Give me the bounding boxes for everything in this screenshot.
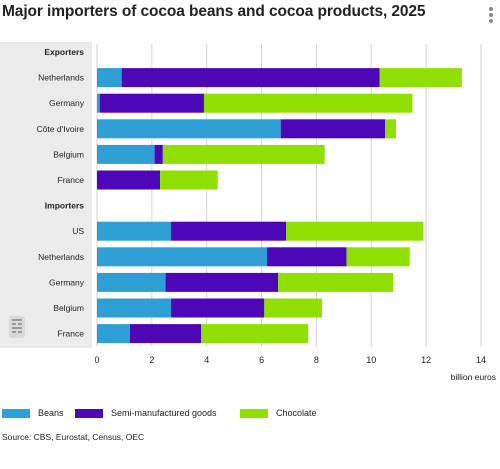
bar-segment [121,68,380,88]
bar-segment [97,298,172,318]
category-label: Germany [49,98,85,108]
category-label: Netherlands [38,252,84,262]
category-label: France [58,329,85,339]
bar-segment [160,170,218,190]
x-axis-label: billion euros [451,372,496,382]
legend-item-beans: Beans [2,406,64,420]
statistics-logo-icon [9,316,25,338]
x-tick-label: 4 [204,355,209,365]
bar-segment [154,144,163,164]
category-label: US [72,226,84,236]
more-vertical-icon [489,7,493,11]
bar-segment [97,119,281,139]
more-vertical-icon-dot [489,13,493,17]
category-labels: Exporters Netherlands Germany Côte d'Ivoire… [37,47,85,339]
more-vertical-icon-dot [489,19,493,23]
x-axis-ticks: 0 2 4 6 8 10 12 14 [94,355,486,365]
legend-label-beans: Beans [38,408,64,418]
bar-segment [171,221,287,241]
legend-item-chocolate: Chocolate [240,406,317,420]
x-tick-label: 10 [366,355,376,365]
x-tick-label: 8 [314,355,319,365]
legend-label-semi-manufactured: Semi-manufactured goods [111,408,217,418]
bar-segment [97,324,130,344]
more-options-button[interactable] [484,5,498,23]
bar-segment [99,93,204,113]
category-label: Germany [49,277,85,287]
category-label: France [58,175,85,185]
bar-segment [97,93,100,113]
bar-segment [129,324,202,344]
bar-segment [286,221,424,241]
category-label: Belgium [53,303,84,313]
category-label: Belgium [53,149,84,159]
x-tick-label: 0 [94,355,99,365]
legend-label-chocolate: Chocolate [276,408,317,418]
bar-segment [203,93,413,113]
bar-segment [97,247,268,267]
label-panel [0,42,92,348]
bar-segment [97,144,155,164]
bars [97,68,462,344]
group-header: Importers [45,201,84,211]
category-label: Netherlands [38,73,84,83]
legend-item-semi-manufactured: Semi-manufactured goods [75,406,217,420]
bar-chart: Exporters Netherlands Germany Côte d'Ivoire… [0,42,496,382]
legend-swatch-semi-manufactured [75,408,103,418]
bar-segment [267,247,347,267]
bar-segment [385,119,396,139]
bar-segment [97,221,172,241]
category-label: Côte d'Ivoire [37,124,85,134]
x-tick-label: 6 [259,355,264,365]
bar-segment [201,324,309,344]
source-note: Source: CBS, Eurostat, Census, OEC [2,432,145,442]
x-tick-label: 12 [421,355,431,365]
bar-segment [278,272,394,292]
legend-swatch-chocolate [240,408,268,418]
bar-segment [97,170,161,190]
bar-segment [280,119,385,139]
x-tick-label: 2 [149,355,154,365]
bar-segment [97,68,122,88]
bar-segment [165,272,279,292]
legend-swatch-beans [2,408,30,418]
bar-segment [346,247,410,267]
bar-segment [264,298,322,318]
group-header: Exporters [44,47,84,57]
bar-segment [171,298,265,318]
x-tick-label: 14 [476,355,486,365]
chart-title: Major importers of cocoa beans and cocoa… [2,3,426,20]
bar-segment [162,144,325,164]
bar-segment [379,68,462,88]
bar-segment [97,272,166,292]
